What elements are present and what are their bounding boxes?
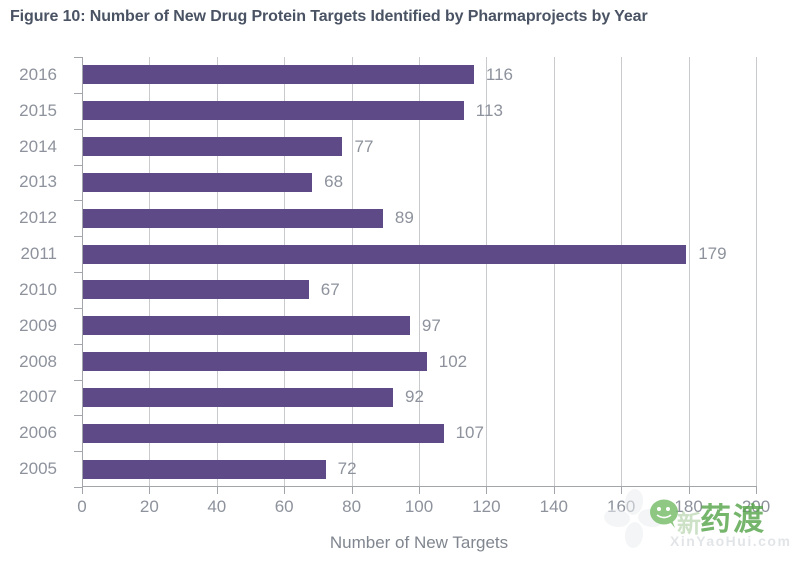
x-tick-label-0: 0 [77,497,87,516]
chart-title: Figure 10: Number of New Drug Protein Ta… [10,8,648,25]
gridline-80 [351,57,353,486]
x-tick-label-180: 180 [674,497,703,516]
category-label-2007: 2007 [19,387,57,407]
category-label-2015: 2015 [19,100,57,120]
bar-2013 [83,172,313,192]
x-tick-60 [284,486,286,494]
bar-value-2014: 77 [354,136,374,156]
x-tick-label-120: 120 [472,497,501,516]
x-tick-label-60: 60 [274,497,294,516]
gridline-160 [621,57,623,486]
bar-2016 [83,65,474,85]
x-tick-label-200: 200 [741,497,771,516]
bar-2010 [83,280,309,300]
gridline-20 [149,57,151,486]
gridline-140 [553,57,555,486]
x-tick-0 [82,486,83,494]
category-label-2005: 2005 [19,459,57,479]
x-tick-label-100: 100 [404,497,434,516]
category-label-2009: 2009 [19,315,57,335]
category-label-2012: 2012 [19,208,57,228]
bar-2006 [83,423,444,443]
bar-value-2011: 179 [698,244,727,264]
y-boundary-tick-0 [74,57,82,58]
x-tick-20 [149,486,151,494]
category-label-2006: 2006 [19,423,57,443]
bar-value-2010: 67 [320,279,340,299]
y-boundary-tick-6 [74,272,82,273]
y-boundary-tick-1 [74,92,82,94]
x-tick-160 [621,486,623,494]
bar-2015 [83,101,464,121]
x-tick-label-140: 140 [539,497,568,516]
gridline-40 [216,57,218,486]
bar-value-2016: 116 [485,64,514,84]
x-tick-180 [688,486,690,494]
category-label-2010: 2010 [19,279,57,299]
y-boundary-tick-2 [74,128,82,130]
x-tick-label-160: 160 [607,497,636,516]
y-boundary-tick-12 [74,487,82,488]
x-tick-200 [756,486,757,494]
x-tick-label-80: 80 [342,497,362,516]
bar-value-2008: 102 [438,351,468,371]
y-boundary-tick-3 [74,164,82,166]
category-label-2011: 2011 [20,244,57,264]
bar-value-2007: 92 [405,387,424,407]
gridline-60 [284,57,286,486]
y-boundary-tick-5 [74,236,82,238]
y-boundary-tick-7 [74,307,82,309]
plot-area: 116 113 77 68 89 179 67 97 102 92 107 72 [74,57,757,494]
bar-2005 [83,459,326,479]
category-label-2016: 2016 [19,64,57,84]
gridline-100 [419,57,420,486]
bar-2012 [83,208,383,228]
category-label-2013: 2013 [19,172,57,192]
y-boundary-tick-11 [74,451,82,453]
watermark: 新 药渡 XinYaoHui.com [604,486,800,566]
bar-value-2005: 72 [337,459,357,479]
bar-2014 [83,137,343,157]
gridline-180 [688,57,690,486]
x-tick-140 [553,486,555,494]
bar-2008 [83,352,427,372]
x-axis-title: Number of New Targets [329,533,509,552]
bar-2009 [83,316,410,336]
bar-2011 [83,244,687,264]
y-boundary-tick-8 [74,343,82,345]
y-boundary-tick-9 [74,379,82,381]
gridline-120 [486,57,488,486]
gridline-200 [756,57,757,486]
y-boundary-tick-4 [74,200,82,202]
bar-value-2009: 97 [421,315,441,335]
x-tick-120 [486,486,488,494]
bar-value-2006: 107 [455,423,484,443]
x-tick-80 [351,486,353,494]
category-label-2008: 2008 [19,351,57,371]
x-tick-40 [216,486,218,494]
bar-value-2012: 89 [394,208,414,228]
x-tick-100 [419,486,420,494]
bar-value-2015: 113 [475,100,503,120]
y-axis-category-labels: 2016 2015 2014 2013 2012 2011 2010 2009 2008 2007… [0,57,57,487]
category-label-2014: 2014 [19,136,57,156]
bar-value-2013: 68 [324,172,344,192]
y-boundary-tick-10 [74,415,82,417]
x-tick-label-20: 20 [139,497,159,516]
bar-2007 [83,387,394,407]
x-tick-label-40: 40 [207,497,227,516]
